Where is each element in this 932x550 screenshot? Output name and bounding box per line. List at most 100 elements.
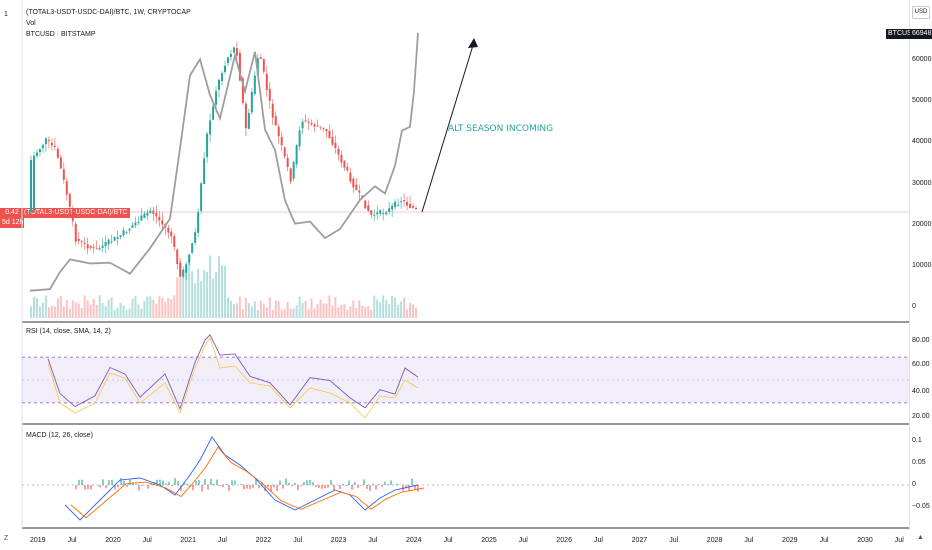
candle-body: [161, 220, 164, 225]
macd-histogram-bar: [279, 480, 281, 485]
candle-body: [173, 236, 176, 247]
macd-histogram-bar: [198, 480, 200, 485]
candle-body: [98, 248, 101, 250]
candle-body: [307, 121, 310, 123]
volume-bar: [47, 307, 50, 318]
macd-histogram-bar: [339, 485, 341, 490]
symbol-legend[interactable]: (TOTAL3-USDT-USDC-DAI)/BTC, 1W, CRYPTOCA…: [26, 9, 191, 16]
candle-body: [397, 204, 400, 206]
volume-bar: [259, 300, 262, 318]
alt-season-annotation[interactable]: ALT SEASON INCOMING: [448, 124, 554, 134]
time-axis-label: Jul: [744, 537, 754, 544]
macd-histogram-bar: [111, 479, 113, 485]
rsi-band: [22, 357, 909, 403]
candle-body: [47, 140, 50, 142]
candle-body: [238, 52, 241, 81]
candle-body: [149, 210, 152, 214]
time-axis-label: Jul: [218, 537, 227, 544]
macd-histogram-bar: [204, 479, 206, 485]
candle-body: [412, 206, 415, 208]
compare-legend[interactable]: BTCUSD · BITSTAMP: [26, 31, 96, 38]
macd-histogram-bar: [366, 485, 368, 489]
volume-bar: [161, 297, 164, 318]
volume-bar: [92, 298, 95, 318]
time-axis-label: Jul: [142, 537, 152, 544]
candle-body: [128, 228, 131, 231]
candle-body: [65, 181, 68, 195]
candle-body: [343, 160, 346, 168]
candle-body: [191, 243, 194, 253]
volume-bar: [41, 302, 44, 318]
volume-bar: [164, 301, 167, 318]
candle-body: [349, 172, 352, 182]
price-tick: 50000: [912, 97, 932, 104]
candle-body: [158, 216, 161, 221]
volume-bar: [95, 304, 98, 318]
macd-tick: 0.05: [912, 459, 926, 466]
candle-body: [316, 125, 319, 127]
volume-bar: [80, 308, 83, 318]
volume-bar: [355, 307, 358, 318]
volume-bar: [250, 306, 253, 318]
volume-bar: [71, 300, 74, 318]
volume-bar: [179, 257, 182, 318]
volume-bar: [349, 306, 352, 318]
time-axis-label: Jul: [819, 537, 829, 544]
candle-body: [95, 248, 98, 250]
volume-bar: [140, 308, 143, 318]
macd-histogram-bar: [417, 485, 419, 492]
rsi-tick: 60.00: [912, 361, 930, 368]
volume-bar: [146, 296, 149, 318]
volume-bar: [212, 278, 215, 318]
macd-histogram-bar: [264, 485, 266, 492]
macd-legend[interactable]: MACD (12, 26, close): [26, 432, 93, 439]
volume-bar: [131, 298, 134, 318]
macd-histogram-bar: [294, 482, 296, 485]
candle-body: [391, 205, 394, 210]
volume-bar: [30, 306, 32, 318]
volume-bar: [185, 266, 188, 318]
macd-histogram-bar: [288, 482, 290, 485]
time-axis-label: 2026: [556, 537, 572, 544]
macd-histogram-bar: [201, 485, 203, 492]
btc-compare-line: [29, 32, 419, 292]
volume-bar: [238, 296, 241, 318]
candle-body: [361, 195, 364, 198]
macd-histogram-bar: [414, 485, 416, 490]
macd-histogram-bar: [381, 485, 383, 487]
macd-histogram-bar: [369, 485, 371, 491]
candle-body: [125, 232, 128, 234]
volume-legend[interactable]: Vol: [26, 20, 36, 27]
macd-histogram-bar: [153, 482, 155, 485]
volume-bar: [229, 300, 232, 318]
volume-bar: [295, 305, 298, 318]
symbol-price-tag: (TOTAL3-USDT-USDC-DAI)/BTC: [22, 208, 130, 218]
candle-body: [370, 210, 373, 215]
volume-bar: [86, 300, 89, 318]
volume-bar: [340, 304, 343, 318]
macd-histogram-bar: [273, 485, 275, 488]
volume-bar: [182, 269, 185, 318]
candle-body: [253, 75, 256, 95]
candle-body: [280, 136, 283, 146]
candle-body: [241, 78, 244, 103]
candle-body: [328, 130, 331, 139]
macd-histogram-bar: [348, 480, 350, 485]
candle-body: [224, 65, 226, 72]
macd-histogram-bar: [312, 482, 314, 485]
volume-bar: [116, 307, 119, 318]
volume-bar: [319, 299, 322, 318]
candle-body: [373, 214, 376, 216]
macd-tick: 0.1: [912, 437, 922, 444]
volume-bar: [149, 296, 152, 318]
currency-button[interactable]: USD: [912, 6, 930, 19]
volume-bar: [194, 283, 197, 318]
candle-body: [340, 154, 343, 163]
volume-bar: [325, 303, 328, 318]
btc-symbol-label: BTCUSD: [886, 29, 919, 39]
candle-body: [194, 232, 197, 243]
rsi-legend[interactable]: RSI (14, close, SMA, 14, 2): [26, 328, 111, 335]
zoom-corner-label[interactable]: Z: [4, 535, 9, 542]
chevron-up-icon[interactable]: ▲: [917, 534, 924, 541]
